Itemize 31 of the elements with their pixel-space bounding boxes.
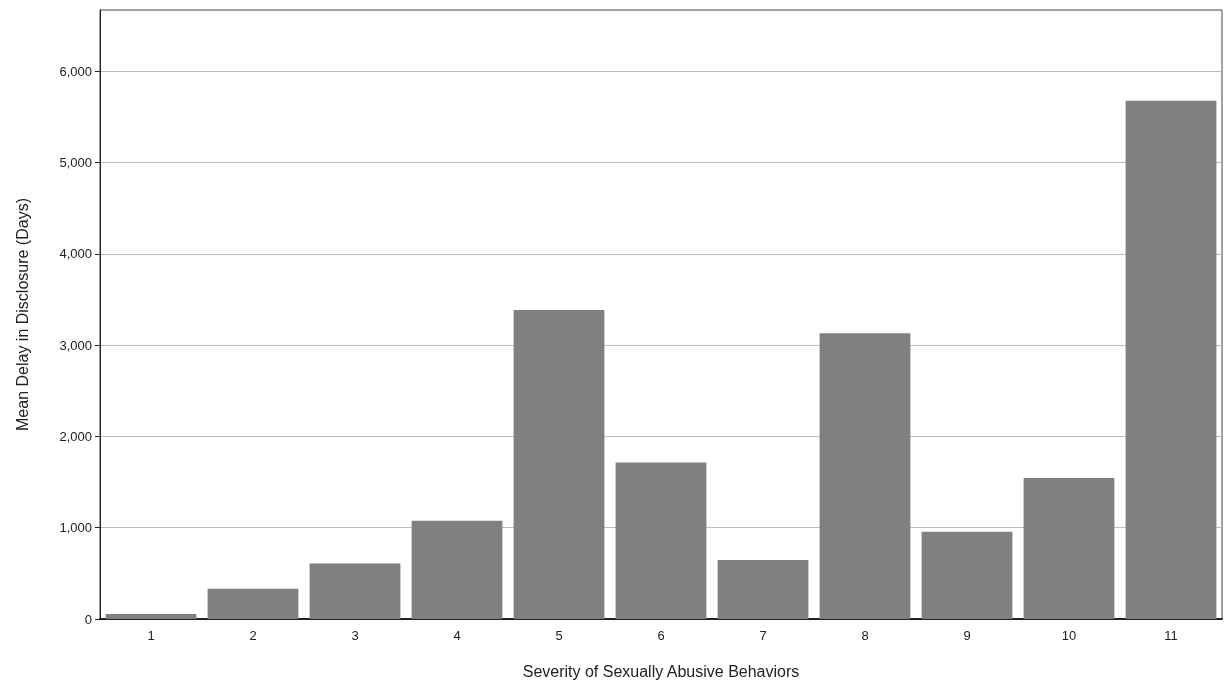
y-tick-label: 2,000 — [59, 428, 92, 444]
y-tick-label: 6,000 — [59, 63, 92, 79]
x-tick-label: 9 — [963, 628, 971, 643]
x-tick-label: 6 — [657, 628, 665, 643]
bar — [513, 310, 605, 619]
y-tick-label: 5,000 — [59, 154, 92, 170]
bar — [1023, 478, 1115, 619]
bar — [717, 560, 809, 619]
bar — [309, 563, 401, 619]
x-tick-label: 3 — [351, 628, 359, 643]
bar — [921, 531, 1013, 619]
y-tick-label: 4,000 — [59, 246, 92, 262]
y-tick-label: 0 — [84, 611, 92, 627]
bar — [105, 613, 197, 619]
x-tick-label: 10 — [1061, 628, 1077, 643]
bar — [819, 333, 911, 619]
bar — [411, 520, 503, 619]
x-tick-label: 5 — [555, 628, 563, 643]
x-tick-label: 11 — [1164, 628, 1178, 643]
y-tick-label: 1,000 — [59, 520, 92, 536]
x-axis-title: Severity of Sexually Abusive Behaviors — [522, 662, 800, 680]
x-tick-label: 2 — [249, 628, 257, 643]
y-axis-title: Mean Delay in Disclosure (Days) — [13, 198, 31, 431]
x-tick-label: 4 — [453, 628, 461, 643]
y-tick-label: 3,000 — [59, 337, 92, 353]
x-tick-label: 1 — [147, 628, 155, 643]
bar — [207, 588, 299, 619]
x-tick-label: 8 — [861, 628, 869, 643]
x-tick-label: 7 — [759, 628, 767, 643]
bar — [1125, 100, 1217, 619]
bar — [615, 462, 707, 619]
